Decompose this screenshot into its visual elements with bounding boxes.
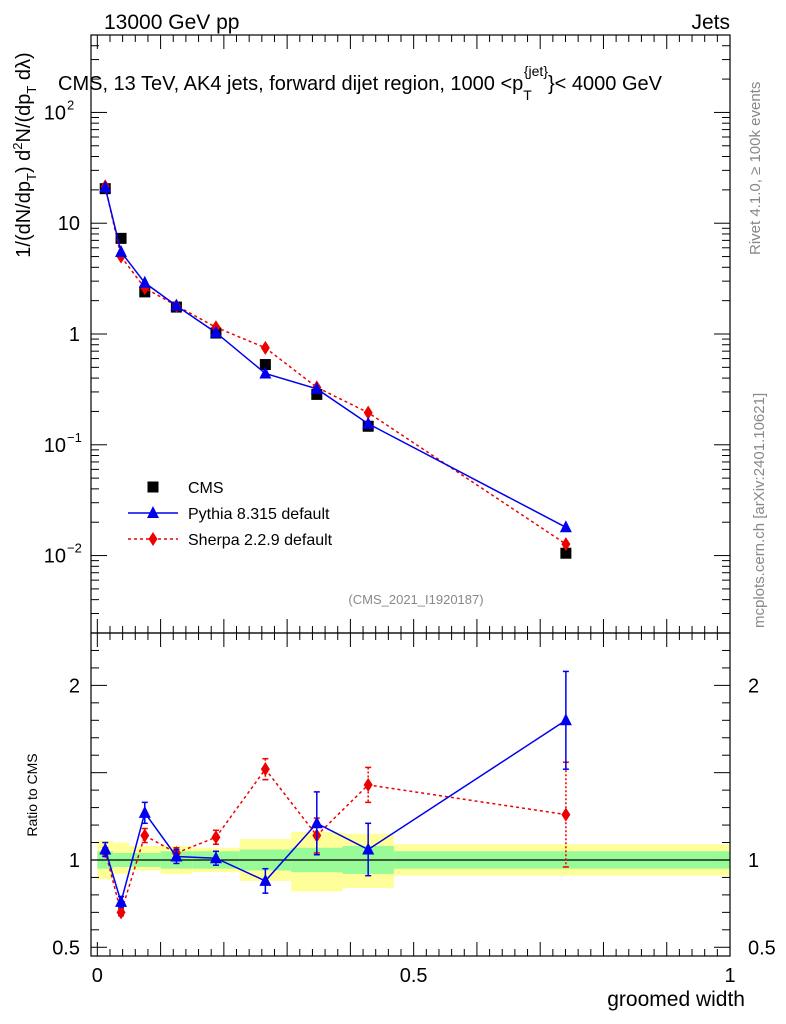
y-tick-exponent: 2 (67, 97, 74, 112)
pythia-ratio-point (99, 842, 112, 855)
ratio-y-tick-label-right: 1 (748, 850, 759, 872)
pythia-ratio-point (362, 842, 375, 855)
sherpa-ratio-point (116, 905, 126, 920)
sherpa-point (561, 537, 571, 552)
pythia-ratio-point (115, 894, 128, 907)
sherpa-ratio-point (561, 807, 571, 822)
y-tick-exponent: −1 (67, 430, 82, 445)
sherpa-ratio-point (363, 777, 373, 792)
y-tick-label: 1 (69, 324, 80, 346)
sherpa-point (260, 340, 270, 355)
x-tick-label: 0.5 (400, 965, 428, 987)
plot-title-end: }< 4000 GeV (548, 73, 663, 95)
header-right: Jets (691, 11, 730, 34)
pythia-point (259, 366, 272, 379)
ratio-y-tick-label-right: 0.5 (748, 937, 776, 959)
cms-point (560, 547, 572, 559)
plot-title-sup: {jet} (524, 63, 548, 79)
ratio-frame (90, 632, 731, 957)
ratio-series (99, 670, 572, 920)
pythia-line (104, 187, 567, 528)
sherpa-ratio-point (140, 828, 150, 843)
y-tick-label: 10 (44, 435, 66, 457)
pythia-point (138, 275, 151, 288)
pythia-point (99, 180, 112, 193)
legend-label-pythia: Pythia 8.315 default (188, 506, 330, 523)
pythia-point (170, 298, 183, 311)
legend-marker-cms (147, 481, 159, 493)
y-tick-label: 10 (58, 213, 80, 235)
ratio-y-tick-label: 2 (69, 675, 80, 697)
y-tick-exponent: −2 (67, 541, 82, 556)
legend-label-sherpa: Sherpa 2.2.9 default (188, 532, 333, 549)
y-tick-label: 10 (44, 102, 66, 124)
pythia-ratio-point (138, 805, 151, 818)
sherpa-ratio-point (260, 762, 270, 777)
cms-point (259, 359, 271, 371)
ratio-axes: 0 0.5 1 0.5 0.5 1 1 2 2 (52, 632, 776, 987)
legend-marker-sherpa (148, 532, 158, 546)
plot-title-sub: T (523, 87, 532, 103)
pythia-ratio-point (209, 851, 222, 864)
main-series (99, 179, 572, 559)
pythia-point (310, 381, 323, 394)
pythia-point (362, 416, 375, 429)
cms-point (115, 232, 127, 244)
sherpa-point (363, 405, 373, 420)
pythia-point (209, 325, 222, 338)
pythia-point (115, 244, 128, 257)
plot-title-main: CMS, 13 TeV, AK4 jets, forward dijet reg… (58, 73, 523, 95)
x-tick-label: 1 (724, 965, 735, 987)
ratio-ylabel: Ratio to CMS (24, 753, 40, 836)
mcplots-ref: mcplots.cern.ch [arXiv:2401.10621] (751, 393, 768, 628)
ratio-bands (91, 832, 730, 892)
sherpa-ratio-point (211, 830, 221, 845)
header-left: 13000 GeV pp (104, 11, 239, 34)
rivet-version: Rivet 4.1.0, ≥ 100k events (747, 82, 764, 255)
main-ylabel-text: 1/(dN/dpT) d2N/(dpT dλ) (10, 52, 39, 257)
analysis-watermark: (CMS_2021_I1920187) (348, 592, 483, 607)
y-tick-label: 10 (44, 546, 66, 568)
ratio-y-tick-label: 0.5 (52, 937, 80, 959)
legend-marker-pythia (147, 506, 159, 518)
pythia-point (559, 520, 572, 533)
pythia-ratio-point (170, 849, 183, 862)
legend: CMS Pythia 8.315 default Sherpa 2.2.9 defa… (128, 480, 333, 549)
cms-point (311, 388, 323, 400)
pythia-ratio-point (310, 816, 323, 829)
x-tick-label: 0 (92, 965, 103, 987)
plot-title: CMS, 13 TeV, AK4 jets, forward dijet reg… (58, 63, 663, 103)
pythia-ratio-point (259, 873, 272, 886)
ratio-y-tick-label: 1 (69, 850, 80, 872)
ratio-y-tick-label-right: 2 (748, 675, 759, 697)
main-ylabel: 1/(dN/dpT) d2N/(dpT dλ) (10, 52, 39, 257)
ratio-xlabel: groomed width (607, 988, 745, 1011)
pythia-ratio-point (559, 713, 572, 726)
legend-label-cms: CMS (188, 480, 224, 497)
main-frame (90, 34, 731, 634)
